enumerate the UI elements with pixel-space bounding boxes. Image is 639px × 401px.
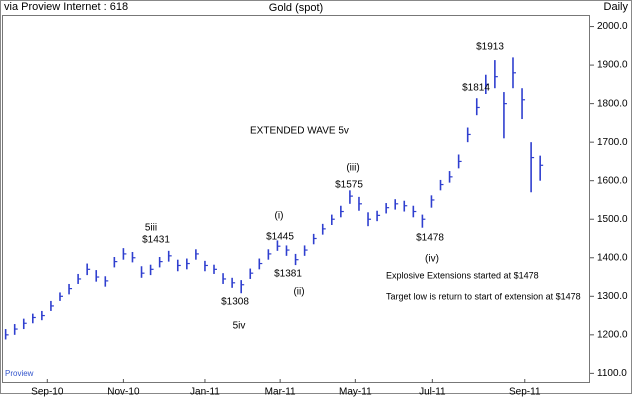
x-tick-label: Mar-11 — [265, 387, 296, 398]
annotation: (ii) — [293, 287, 304, 298]
annotation: (iv) — [425, 254, 439, 265]
annotation: EXTENDED WAVE 5v — [250, 126, 349, 137]
annotation: (i) — [275, 211, 284, 222]
y-tick-label: 1900.0 — [597, 60, 628, 71]
x-tick-label: Jul-11 — [419, 387, 446, 398]
annotation: Target low is return to start of extensi… — [386, 291, 581, 301]
y-tick-label: 1100.0 — [597, 368, 627, 379]
annotation: $1478 — [416, 233, 444, 244]
y-tick-label: 1800.0 — [597, 98, 628, 109]
y-tick-label: 1600.0 — [597, 175, 628, 186]
y-tick-label: 1200.0 — [597, 329, 628, 340]
y-tick-label: 2000.0 — [597, 21, 628, 32]
frame — [0, 0, 632, 394]
annotation: $1308 — [221, 297, 249, 308]
annotation: $1814 — [462, 83, 490, 94]
annotation: 5iii — [145, 223, 157, 234]
x-tick-label: Jan-11 — [190, 387, 220, 398]
annotation: (iii) — [346, 163, 359, 174]
x-tick-label: Sep-10 — [31, 387, 64, 398]
annotation: 5iv — [233, 321, 246, 332]
y-tick-label: 1300.0 — [597, 291, 628, 302]
annotation: $1431 — [142, 235, 170, 246]
footer-label: Proview — [5, 369, 34, 378]
annotation: $1445 — [266, 232, 294, 243]
y-tick-label: 1400.0 — [597, 252, 628, 263]
period-label: Daily — [604, 1, 629, 13]
annotation: $1913 — [476, 42, 504, 53]
x-tick-label: May-11 — [339, 387, 372, 398]
y-tick-label: 1500.0 — [597, 214, 628, 225]
x-tick-label: Nov-10 — [107, 387, 140, 398]
annotation: $1381 — [274, 269, 302, 280]
plot-area — [2, 15, 590, 383]
annotation: $1575 — [335, 180, 363, 191]
source-label: via Proview Internet : 618 — [4, 1, 128, 13]
chart-title: Gold (spot) — [269, 2, 323, 14]
y-tick-label: 1700.0 — [597, 137, 628, 148]
x-tick-label: Sep-11 — [509, 387, 541, 398]
annotation: Explosive Extensions started at $1478 — [386, 270, 539, 280]
